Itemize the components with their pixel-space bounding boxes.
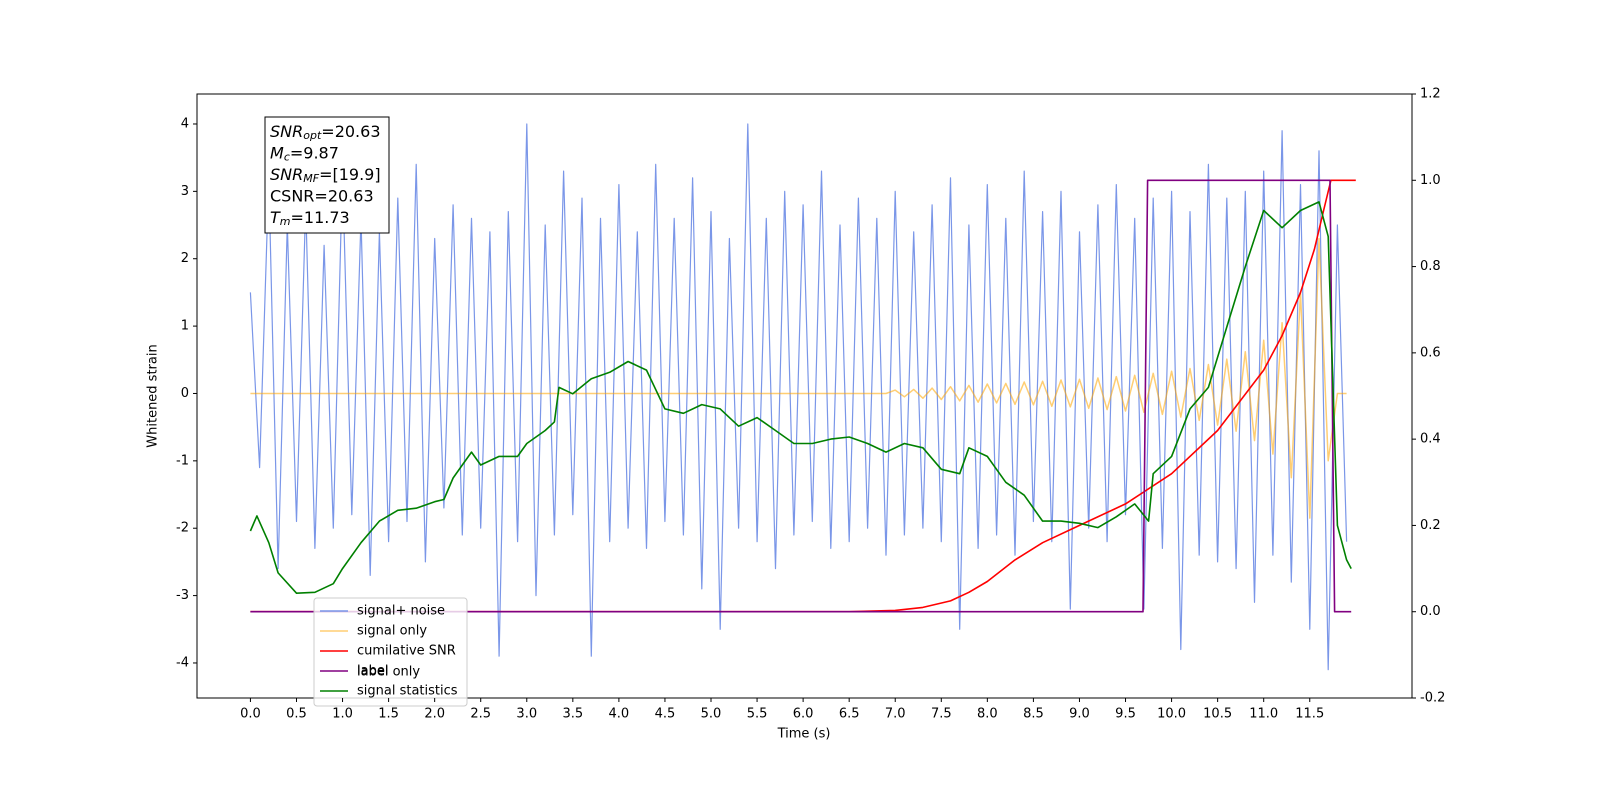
x-tick-label: 0.5	[286, 707, 307, 722]
series-line	[250, 237, 1347, 519]
annotation-value: =9.87	[290, 143, 339, 162]
x-tick-label: 7.5	[931, 707, 952, 722]
series-line	[249, 201, 1352, 594]
annotation-frame	[264, 116, 390, 234]
y-tick-label: -1	[176, 453, 189, 468]
series-line	[250, 179, 1352, 613]
x-tick-label: 1.0	[332, 707, 353, 722]
x-tick-label: 4.5	[655, 707, 676, 722]
annotation-value: =[19.9]	[319, 165, 381, 184]
annotation-symbol: SNR	[270, 122, 303, 141]
x-tick-label: 0.0	[240, 707, 261, 722]
annotation-symbol: T	[270, 208, 281, 227]
x-tick-label: 9.5	[1115, 707, 1136, 722]
plot-area	[249, 123, 1356, 671]
series-line	[250, 179, 1356, 613]
annotation-line: Mc=9.87	[270, 143, 339, 164]
x-tick-label: 7.0	[885, 707, 906, 722]
x-tick-label: 5.0	[701, 707, 722, 722]
x-tick-label: 8.5	[1023, 707, 1044, 722]
y-tick-label: 4	[181, 116, 189, 131]
legend-label: signal statistics	[357, 684, 458, 699]
y2-tick-label: 1.2	[1420, 87, 1441, 102]
legend-label: label	[357, 664, 388, 679]
y2-tick-label: 0.4	[1420, 432, 1441, 447]
y-axis-label: Whitened strain	[146, 344, 161, 447]
axes-frame	[196, 93, 1413, 699]
y-tick-label: -4	[176, 655, 189, 670]
annotation-subscript: c	[284, 151, 290, 164]
y2-tick-label: 0.0	[1420, 604, 1441, 619]
annotation-box: SNRopt=20.63Mc=9.87SNRMF=[19.9]CSNR=20.6…	[264, 116, 390, 234]
y-tick-label: 1	[181, 319, 189, 334]
y2-tick-label: 0.2	[1420, 518, 1441, 533]
annotation-symbol: M	[270, 143, 284, 162]
x-tick-label: 6.0	[793, 707, 814, 722]
x-tick-label: 5.5	[747, 707, 768, 722]
annotation-line: Tm=11.73	[270, 208, 350, 229]
legend-label: signal+ noise	[357, 604, 445, 619]
annotation-value: =20.63	[321, 122, 380, 141]
y-tick-label: 2	[181, 251, 189, 266]
y2-tick-label: 0.8	[1420, 259, 1441, 274]
x-tick-label: 3.0	[516, 707, 537, 722]
legend-label: signal only	[357, 624, 427, 639]
y2-tick-label: 1.0	[1420, 173, 1441, 188]
annotation-subscript: m	[280, 215, 291, 228]
annotation-value: CSNR=20.63	[270, 186, 374, 205]
x-tick-label: 2.0	[424, 707, 445, 722]
x-tick-label: 11.5	[1295, 707, 1324, 722]
legend-ghost-label: label only	[357, 665, 420, 680]
annotation-subscript: opt	[303, 129, 322, 142]
x-tick-label: 11.0	[1249, 707, 1278, 722]
y2-tick-label: 0.6	[1420, 345, 1441, 360]
x-tick-label: 6.5	[839, 707, 860, 722]
annotation-subscript: MF	[303, 172, 319, 185]
y-tick-label: -3	[176, 588, 189, 603]
annotation-value: =11.73	[291, 208, 350, 227]
series-line	[249, 123, 1348, 671]
annotation-line: CSNR=20.63	[270, 186, 374, 205]
x-axis-label: Time (s)	[777, 727, 831, 742]
x-tick-label: 2.5	[470, 707, 491, 722]
x-tick-label: 9.0	[1069, 707, 1090, 722]
x-tick-label: 1.5	[378, 707, 399, 722]
x-tick-label: 4.0	[609, 707, 630, 722]
y-tick-label: 0	[181, 386, 189, 401]
legend-label: cumilative SNR	[357, 644, 456, 659]
x-tick-label: 10.5	[1203, 707, 1232, 722]
y-tick-label: -2	[176, 521, 189, 536]
x-tick-label: 8.0	[977, 707, 998, 722]
x-tick-label: 3.5	[562, 707, 583, 722]
annotation-line: SNRMF=[19.9]	[270, 165, 381, 186]
x-tick-label: 10.0	[1157, 707, 1186, 722]
y-tick-label: 3	[181, 184, 189, 199]
legend-frame	[313, 597, 468, 707]
annotation-symbol: SNR	[270, 165, 303, 184]
y2-tick-label: -0.2	[1420, 691, 1445, 706]
annotation-line: SNRopt=20.63	[270, 122, 381, 143]
